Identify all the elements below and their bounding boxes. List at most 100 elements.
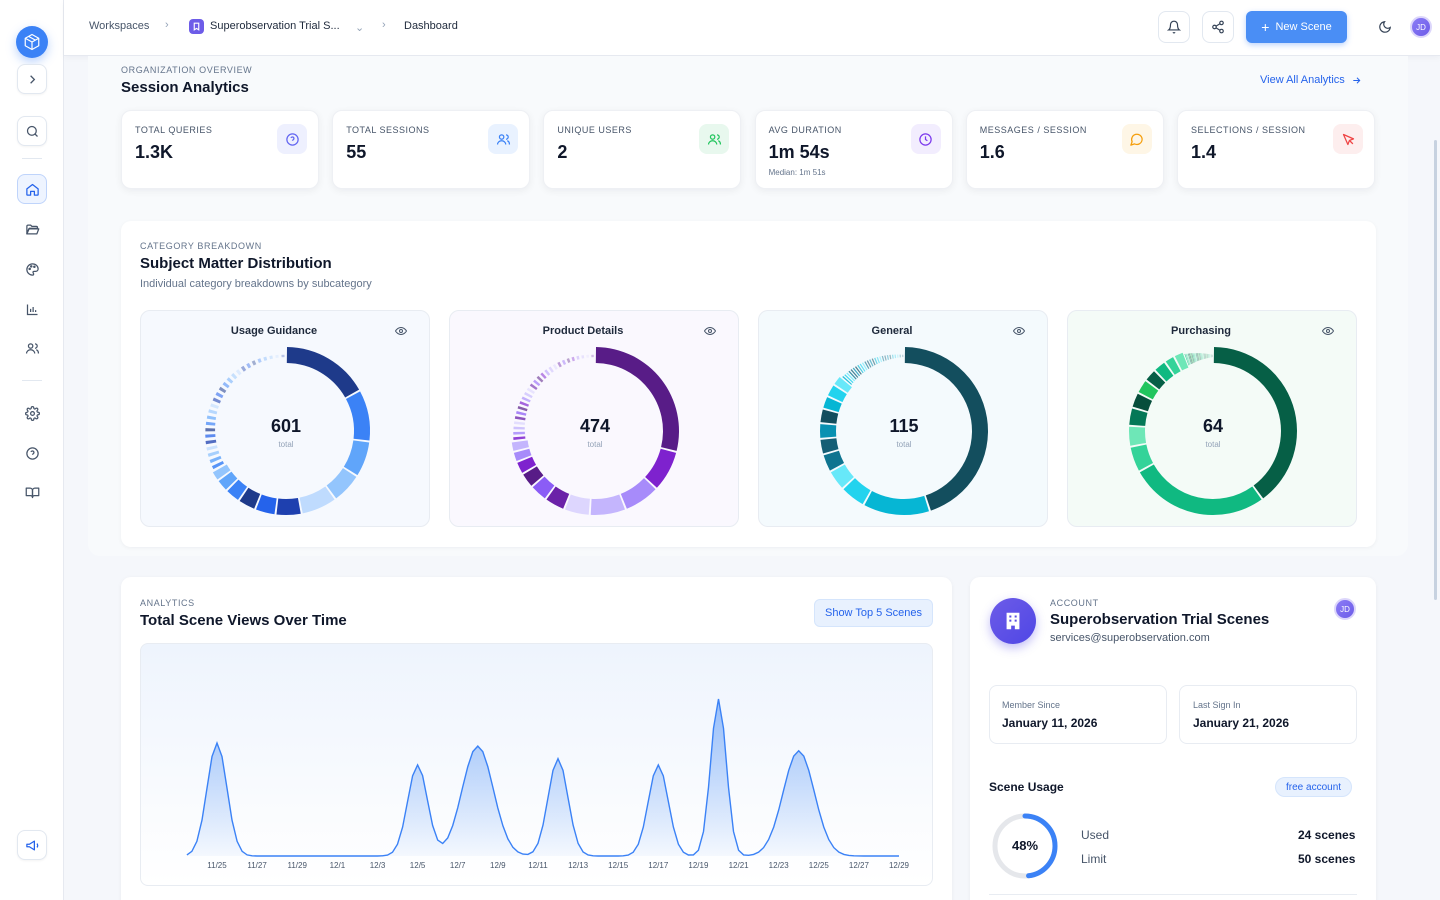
donut-segment[interactable] [899, 354, 901, 358]
donut-segment[interactable] [876, 356, 880, 364]
donut-segment[interactable] [226, 377, 234, 384]
donut-segment[interactable] [513, 431, 525, 435]
sidebar-item-folders[interactable] [17, 214, 47, 244]
donut-segment[interactable] [514, 416, 526, 421]
donut-segment[interactable] [544, 369, 551, 376]
donut-segment[interactable] [286, 347, 360, 398]
donut-segment[interactable] [897, 354, 899, 358]
donut-segment[interactable] [861, 362, 868, 371]
search-button[interactable] [17, 116, 47, 146]
donut-segment[interactable] [904, 347, 988, 511]
sidebar-item-themes[interactable] [17, 254, 47, 284]
donut-segment[interactable] [206, 445, 218, 451]
donut-segment[interactable] [843, 478, 871, 505]
donut-segment[interactable] [517, 406, 528, 412]
eye-icon[interactable] [704, 325, 716, 337]
donut-segment[interactable] [533, 379, 541, 387]
donut-segment[interactable] [869, 359, 874, 367]
donut-segment[interactable] [516, 411, 527, 416]
breadcrumb-workspaces[interactable]: Workspaces [89, 20, 150, 32]
donut-segment[interactable] [218, 471, 238, 490]
donut-segment[interactable] [235, 369, 242, 376]
donut-segment[interactable] [1186, 353, 1191, 365]
account-user-avatar[interactable]: JD [1334, 598, 1356, 620]
donut-segment[interactable] [1191, 353, 1195, 363]
donut-segment[interactable] [1138, 381, 1159, 400]
donut-segment[interactable] [513, 436, 526, 440]
donut-segment[interactable] [889, 354, 892, 360]
donut-segment[interactable] [524, 391, 533, 399]
notifications-button[interactable] [1158, 11, 1190, 43]
donut-segment[interactable] [1184, 353, 1190, 366]
donut-segment[interactable] [834, 377, 852, 393]
donut-segment[interactable] [852, 367, 861, 377]
donut-segment[interactable] [1165, 357, 1181, 375]
new-scene-button[interactable]: + New Scene [1246, 11, 1347, 43]
donut-segment[interactable] [1174, 352, 1189, 371]
donut-segment[interactable] [1129, 426, 1147, 446]
donut-segment[interactable] [886, 355, 890, 360]
donut-segment[interactable] [1211, 354, 1212, 358]
donut-segment[interactable] [207, 450, 220, 457]
donut-segment[interactable] [846, 372, 856, 382]
donut-segment[interactable] [208, 409, 218, 415]
donut-segment[interactable] [566, 358, 571, 364]
donut-segment[interactable] [1200, 353, 1202, 360]
donut-segment[interactable] [1195, 353, 1199, 362]
sidebar-item-settings[interactable] [17, 398, 47, 428]
donut-segment[interactable] [205, 434, 216, 438]
donut-segment[interactable] [246, 362, 252, 369]
donut-segment[interactable] [823, 397, 842, 413]
donut-segment[interactable] [823, 450, 845, 471]
donut-segment[interactable] [1201, 353, 1203, 360]
donut-segment[interactable] [526, 387, 535, 395]
donut-segment[interactable] [820, 438, 839, 454]
donut-segment[interactable] [517, 456, 537, 473]
donut-segment[interactable] [532, 476, 555, 499]
donut-segment[interactable] [1185, 353, 1190, 365]
donut-segment[interactable] [894, 354, 897, 359]
donut-segment[interactable] [844, 374, 854, 384]
donut-segment[interactable] [1206, 353, 1208, 359]
donut-segment[interactable] [1207, 353, 1209, 358]
donut-segment[interactable] [215, 392, 224, 399]
donut-segment[interactable] [1212, 354, 1213, 358]
donut-segment[interactable] [1210, 354, 1211, 358]
donut-segment[interactable] [205, 428, 216, 432]
page-scrollbar[interactable] [1434, 140, 1437, 600]
donut-segment[interactable] [874, 357, 878, 365]
view-all-analytics-link[interactable]: View All Analytics [1260, 74, 1362, 86]
workspace-dropdown-chevron-down-icon[interactable]: ⌄ [355, 22, 365, 34]
donut-segment[interactable] [343, 440, 370, 476]
sidebar-item-docs[interactable] [17, 477, 47, 507]
donut-segment[interactable] [1187, 353, 1192, 364]
donut-segment[interactable] [269, 355, 273, 360]
donut-segment[interactable] [210, 403, 219, 409]
donut-segment[interactable] [842, 376, 853, 385]
donut-segment[interactable] [1193, 353, 1197, 362]
sidebar-item-users[interactable] [17, 333, 47, 363]
donut-segment[interactable] [546, 486, 570, 509]
donut-segment[interactable] [1190, 353, 1194, 364]
donut-segment[interactable] [540, 372, 547, 380]
announcements-button[interactable] [17, 830, 47, 860]
show-top-scenes-button[interactable]: Show Top 5 Scenes [814, 599, 933, 627]
donut-segment[interactable] [218, 386, 227, 394]
donut-segment[interactable] [590, 494, 625, 515]
donut-segment[interactable] [866, 360, 872, 368]
donut-segment[interactable] [591, 354, 594, 358]
donut-segment[interactable] [891, 354, 894, 359]
donut-segment[interactable] [209, 455, 222, 464]
donut-segment[interactable] [519, 401, 529, 407]
donut-segment[interactable] [850, 369, 859, 378]
donut-segment[interactable] [1213, 347, 1297, 499]
donut-segment[interactable] [864, 490, 929, 515]
donut-segment[interactable] [871, 358, 876, 366]
donut-segment[interactable] [864, 361, 870, 369]
donut-segment[interactable] [854, 366, 862, 375]
sidebar-item-home[interactable] [17, 174, 47, 204]
donut-segment[interactable] [857, 364, 864, 374]
donut-segment[interactable] [561, 359, 567, 366]
donut-segment[interactable] [581, 355, 585, 359]
donut-segment[interactable] [529, 383, 538, 391]
